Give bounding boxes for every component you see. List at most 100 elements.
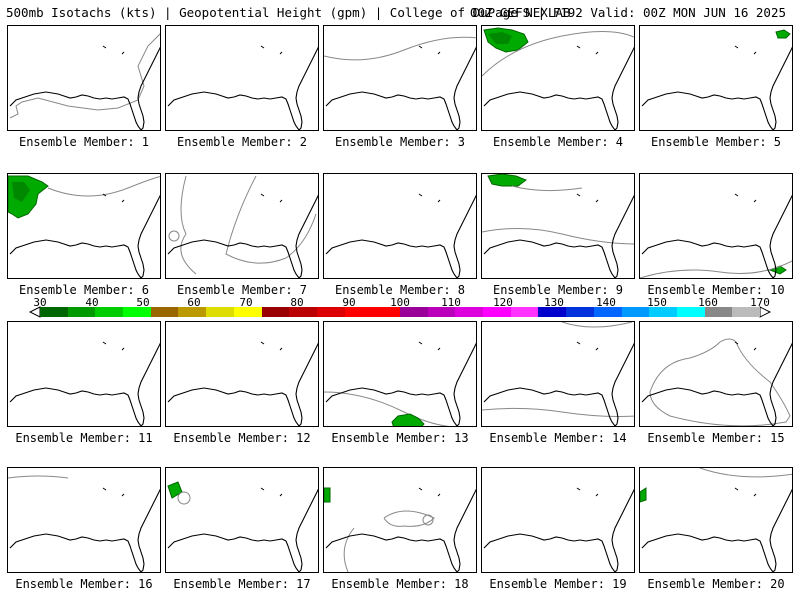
colorbar-left-arrow: [30, 307, 40, 317]
isotach-colorbar: [40, 307, 761, 317]
ensemble-member-label: Ensemble Member: 2: [176, 135, 308, 149]
member-1-map: [9, 33, 160, 130]
member-19-map: [483, 487, 634, 572]
header-run-info: 00Z GEFS | F192 Valid: 00Z MON JUN 16 20…: [469, 5, 786, 20]
state-marker: [576, 341, 581, 345]
ensemble-panel-4: [481, 25, 635, 131]
state-marker: [437, 493, 441, 497]
state-marker: [595, 493, 599, 497]
coastline: [641, 488, 792, 572]
colorbar-segment: [676, 307, 706, 317]
colorbar-segment: [538, 307, 567, 317]
colorbar-segment: [732, 307, 761, 317]
member-18-map: [324, 487, 476, 572]
member-15-map: [641, 338, 792, 426]
state-marker: [121, 51, 125, 55]
state-marker: [753, 347, 757, 351]
state-marker: [102, 193, 107, 197]
ensemble-member-label: Ensemble Member: 16: [15, 577, 153, 591]
map-header: 500mb Isotachs (kts) | Geopotential Heig…: [6, 5, 796, 20]
state-marker: [279, 199, 283, 203]
ensemble-member-label: Ensemble Member: 12: [173, 431, 311, 445]
member-13-map: [324, 341, 476, 426]
member-17-map: [167, 481, 318, 572]
member-10-map: [640, 193, 792, 278]
state-marker: [279, 493, 283, 497]
ensemble-member-label: Ensemble Member: 11: [15, 431, 153, 445]
colorbar-tick-label: 30: [33, 296, 47, 309]
colorbar-segment: [150, 307, 179, 317]
ensemble-panel-3: [323, 25, 477, 131]
coastline: [483, 342, 634, 426]
ensemble-member-label: Ensemble Member: 7: [176, 283, 308, 297]
state-marker: [576, 487, 581, 491]
colorbar-segment: [455, 307, 484, 317]
coastline: [641, 194, 792, 278]
state-marker: [102, 341, 107, 345]
state-marker: [753, 493, 757, 497]
member-8-map: [325, 193, 476, 278]
ensemble-member-label: Ensemble Member: 4: [492, 135, 624, 149]
member-16-map: [8, 475, 160, 572]
state-marker: [753, 199, 757, 203]
ensemble-panel-7: [165, 173, 319, 279]
colorbar-tick-label: 130: [544, 296, 564, 309]
colorbar-tick-label: 120: [493, 296, 513, 309]
colorbar-segment: [566, 307, 595, 317]
state-marker: [102, 45, 107, 49]
colorbar-tick-label: 50: [136, 296, 150, 309]
colorbar-segment: [649, 307, 678, 317]
coastline: [483, 194, 634, 278]
colorbar-segment: [40, 307, 69, 317]
colorbar-tick-label: 80: [290, 296, 304, 309]
ensemble-member-label: Ensemble Member: 13: [331, 431, 469, 445]
coastline: [325, 488, 476, 572]
ensemble-member-label: Ensemble Member: 15: [647, 431, 785, 445]
colorbar-tick-label: 70: [239, 296, 253, 309]
ensemble-member-label: Ensemble Member: 14: [489, 431, 627, 445]
coastline: [325, 46, 476, 130]
member-7-map: [167, 175, 318, 278]
colorbar-segment: [344, 307, 373, 317]
state-marker: [418, 341, 423, 345]
member-2-map: [167, 45, 318, 130]
state-marker: [734, 193, 739, 197]
coastline: [641, 46, 792, 130]
coastline: [483, 488, 634, 572]
state-marker: [121, 493, 125, 497]
ensemble-member-label: Ensemble Member: 10: [647, 283, 785, 297]
colorbar-tick-label: 40: [85, 296, 99, 309]
state-marker: [102, 487, 107, 491]
state-marker: [418, 487, 423, 491]
state-marker: [595, 51, 599, 55]
ensemble-panel-20: [639, 467, 793, 573]
coastline: [9, 342, 160, 426]
member-11-map: [9, 341, 160, 426]
state-marker: [437, 347, 441, 351]
ensemble-member-label: Ensemble Member: 18: [331, 577, 469, 591]
member-20-map: [640, 468, 792, 572]
state-marker: [576, 45, 581, 49]
ensemble-panel-13: [323, 321, 477, 427]
state-marker: [418, 45, 423, 49]
state-marker: [418, 193, 423, 197]
colorbar-segment: [400, 307, 429, 317]
colorbar-tick-label: 90: [342, 296, 356, 309]
colorbar-tick-label: 150: [647, 296, 667, 309]
member-4-map: [482, 27, 634, 130]
colorbar-segment: [427, 307, 456, 317]
colorbar-tick-label: 100: [390, 296, 410, 309]
ensemble-member-label: Ensemble Member: 6: [18, 283, 150, 297]
colorbar-segment: [704, 307, 733, 317]
colorbar-segment: [510, 307, 539, 317]
colorbar-tick-label: 110: [441, 296, 461, 309]
member-3-map: [324, 36, 476, 130]
colorbar-segment: [483, 307, 512, 317]
colorbar-segment: [206, 307, 235, 317]
coastline: [325, 342, 476, 426]
state-marker: [279, 51, 283, 55]
ensemble-member-label: Ensemble Member: 5: [650, 135, 782, 149]
colorbar-tick-label: 170: [750, 296, 770, 309]
ensemble-member-label: Ensemble Member: 17: [173, 577, 311, 591]
ensemble-panel-5: [639, 25, 793, 131]
